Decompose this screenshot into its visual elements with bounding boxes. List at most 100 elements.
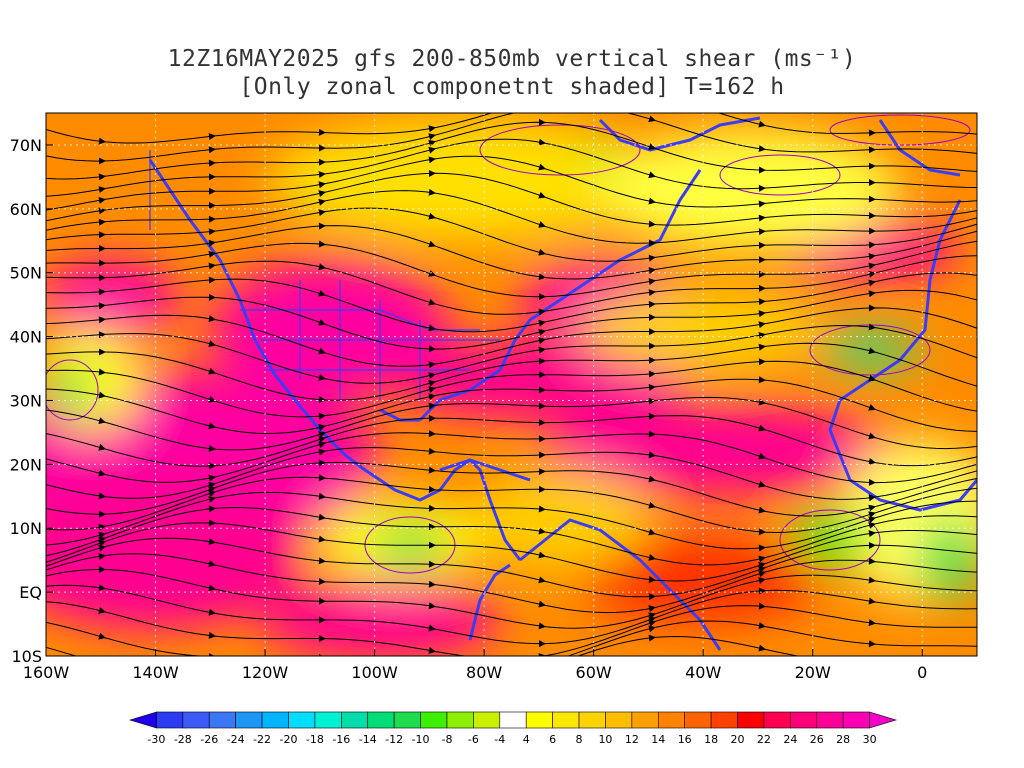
- colorbar-label: 8: [576, 733, 583, 746]
- streamline-arrowhead: [648, 475, 656, 483]
- colorbar-label: -22: [253, 733, 271, 746]
- streamline-arrowhead: [868, 227, 876, 235]
- streamline-arrowhead: [538, 191, 546, 199]
- colorbar-swatch: [605, 711, 633, 729]
- streamline-arrowhead: [428, 447, 436, 455]
- streamline-arrowhead: [978, 205, 986, 213]
- streamline-arrowhead: [98, 540, 106, 547]
- streamline-arrowhead: [979, 643, 986, 650]
- colorbar-swatch: [578, 711, 606, 729]
- streamline-arrowhead: [979, 587, 986, 594]
- streamline-arrowhead: [98, 316, 106, 324]
- streamline-arrowhead: [208, 146, 216, 154]
- streamline-arrowhead: [758, 452, 766, 460]
- colorbar-label: 26: [810, 733, 824, 746]
- streamline-arrowhead: [538, 468, 546, 476]
- colorbar-swatch: [261, 711, 289, 729]
- streamline: [46, 225, 977, 280]
- streamline-arrowhead: [979, 272, 987, 280]
- colorbar-swatch: [341, 711, 369, 729]
- streamline-arrowhead: [208, 228, 216, 236]
- colorbar-swatch: [367, 711, 395, 729]
- colorbar-swatch: [869, 711, 898, 729]
- streamline-arrowhead: [318, 158, 326, 166]
- streamline-arrowhead: [868, 557, 876, 565]
- colorbar-swatch: [657, 711, 685, 729]
- streamline-arrowhead: [429, 668, 437, 676]
- streamline-arrowhead: [868, 576, 876, 584]
- lat-tick-label: 40N: [10, 328, 42, 347]
- streamline-arrowhead: [538, 163, 546, 171]
- streamline-arrowhead: [428, 324, 436, 332]
- streamline-arrowhead: [979, 237, 987, 245]
- streamline-arrowhead: [978, 383, 987, 392]
- streamline-arrowhead: [868, 521, 876, 529]
- streamline-arrowhead: [208, 215, 216, 223]
- colorbar-label: 28: [836, 733, 850, 746]
- streamline-arrowhead: [208, 462, 216, 470]
- streamline-arrowhead: [868, 347, 876, 355]
- streamline-arrowhead: [868, 241, 876, 249]
- streamline: [46, 415, 977, 467]
- streamline-arrowhead: [428, 541, 436, 549]
- streamline-arrowhead: [208, 422, 216, 430]
- streamline-arrowhead: [98, 368, 106, 376]
- streamline-arrowhead: [758, 310, 766, 318]
- streamline-arrowhead: [648, 220, 656, 228]
- streamline-arrowhead: [538, 118, 546, 126]
- streamline-arrowhead: [538, 551, 546, 559]
- lat-tick-label: 10S: [11, 647, 42, 666]
- lon-tick-label: 20W: [795, 663, 831, 682]
- streamline-arrowhead: [318, 373, 326, 381]
- streamline: [46, 378, 977, 435]
- streamline-arrowhead: [538, 371, 546, 379]
- streamlines: [46, 113, 977, 656]
- colorbar-label: 24: [783, 733, 797, 746]
- streamline-arrowhead: [648, 430, 656, 438]
- streamline-arrowhead: [538, 328, 546, 336]
- streamline-arrowhead: [98, 492, 106, 500]
- streamline-arrowhead: [868, 262, 876, 270]
- map-title-line-2: [Only zonal componetnt shaded] T=162 h: [239, 74, 785, 100]
- streamline-arrowhead: [428, 133, 436, 141]
- streamline-arrowhead: [318, 289, 326, 297]
- streamline-arrowhead: [318, 240, 326, 248]
- colorbar-label: 18: [704, 733, 718, 746]
- streamline-arrowhead: [978, 297, 987, 306]
- streamline: [46, 272, 977, 333]
- streamline-arrowhead: [318, 436, 326, 443]
- streamline-arrowhead: [758, 284, 766, 292]
- streamline-arrowhead: [428, 146, 436, 154]
- streamline-arrowhead: [648, 197, 656, 205]
- streamline-arrowhead: [758, 622, 766, 629]
- colorbar-label: 10: [598, 733, 612, 746]
- streamline-arrowhead: [868, 323, 876, 331]
- streamline-arrowhead: [98, 510, 106, 518]
- streamline-arrowhead: [648, 356, 656, 364]
- streamline-arrowhead: [428, 430, 436, 438]
- streamline-arrowhead: [868, 195, 876, 203]
- streamline-arrowhead: [758, 577, 766, 585]
- streamline: [46, 476, 977, 534]
- streamline-arrowhead: [868, 494, 876, 502]
- streamline: [46, 537, 977, 598]
- streamline-arrowhead: [538, 346, 546, 354]
- colorbar-swatch: [737, 711, 765, 729]
- streamline-arrowhead: [428, 624, 436, 632]
- streamline-arrowhead: [98, 288, 106, 296]
- streamline-arrowhead: [868, 252, 876, 260]
- streamline-arrowhead: [428, 504, 436, 512]
- streamline-arrowhead: [318, 347, 326, 355]
- streamline-arrowhead: [428, 125, 436, 133]
- streamline-arrowhead: [428, 345, 436, 353]
- streamline-arrowhead: [98, 544, 106, 552]
- streamline-arrowhead: [758, 544, 766, 552]
- streamline-arrowhead: [648, 254, 656, 262]
- streamline-arrowhead: [318, 474, 326, 482]
- colorbar-swatch: [499, 711, 527, 729]
- colorbar-label: 20: [731, 733, 745, 746]
- colorbar-label: -16: [332, 733, 350, 746]
- lon-tick-label: 100W: [351, 663, 398, 682]
- colorbar-swatch: [710, 711, 738, 729]
- streamline-arrowhead: [208, 340, 216, 347]
